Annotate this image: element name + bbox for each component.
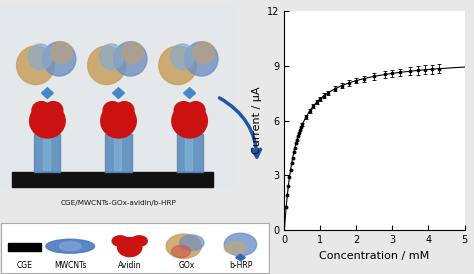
Bar — [106, 134, 132, 172]
X-axis label: Concentration / mM: Concentration / mM — [319, 251, 429, 261]
Ellipse shape — [122, 42, 143, 63]
Ellipse shape — [29, 104, 65, 138]
Bar — [34, 134, 61, 172]
Bar — [114, 136, 121, 170]
Ellipse shape — [103, 102, 122, 119]
Ellipse shape — [118, 238, 142, 257]
Text: GOx: GOx — [178, 261, 194, 270]
Text: CGE/MWCNTs-GOx-avidin/b-HRP: CGE/MWCNTs-GOx-avidin/b-HRP — [61, 200, 176, 206]
Bar — [176, 134, 203, 172]
Text: Avidin: Avidin — [118, 261, 141, 270]
Ellipse shape — [28, 44, 52, 70]
Polygon shape — [184, 88, 196, 98]
Ellipse shape — [193, 42, 214, 63]
Ellipse shape — [100, 104, 137, 138]
Bar — [0, 5, 237, 187]
Y-axis label: Current / μA: Current / μA — [252, 87, 262, 154]
Ellipse shape — [114, 42, 147, 76]
Text: CGE: CGE — [17, 261, 32, 270]
Bar — [185, 136, 192, 170]
Text: MWCNTs: MWCNTs — [54, 261, 86, 270]
Ellipse shape — [44, 102, 63, 119]
Ellipse shape — [59, 242, 81, 250]
Polygon shape — [42, 88, 53, 98]
Ellipse shape — [224, 233, 257, 256]
Ellipse shape — [112, 236, 128, 246]
Ellipse shape — [159, 46, 197, 85]
Bar — [8, 243, 40, 250]
Ellipse shape — [224, 242, 246, 254]
Ellipse shape — [171, 44, 194, 70]
Ellipse shape — [46, 239, 94, 253]
Ellipse shape — [166, 234, 201, 258]
Ellipse shape — [172, 246, 191, 258]
Ellipse shape — [185, 42, 218, 76]
Ellipse shape — [51, 42, 72, 63]
Ellipse shape — [115, 102, 134, 119]
Ellipse shape — [186, 102, 205, 119]
Ellipse shape — [17, 46, 55, 85]
Ellipse shape — [172, 104, 208, 138]
Polygon shape — [113, 88, 124, 98]
Ellipse shape — [32, 102, 51, 119]
Ellipse shape — [88, 46, 126, 85]
Ellipse shape — [180, 235, 204, 250]
Bar — [12, 172, 213, 187]
Ellipse shape — [43, 42, 76, 76]
Ellipse shape — [174, 102, 193, 119]
Polygon shape — [236, 254, 246, 261]
Ellipse shape — [100, 44, 123, 70]
Ellipse shape — [131, 236, 147, 246]
Bar — [43, 136, 50, 170]
Text: b-HRP: b-HRP — [229, 261, 252, 270]
